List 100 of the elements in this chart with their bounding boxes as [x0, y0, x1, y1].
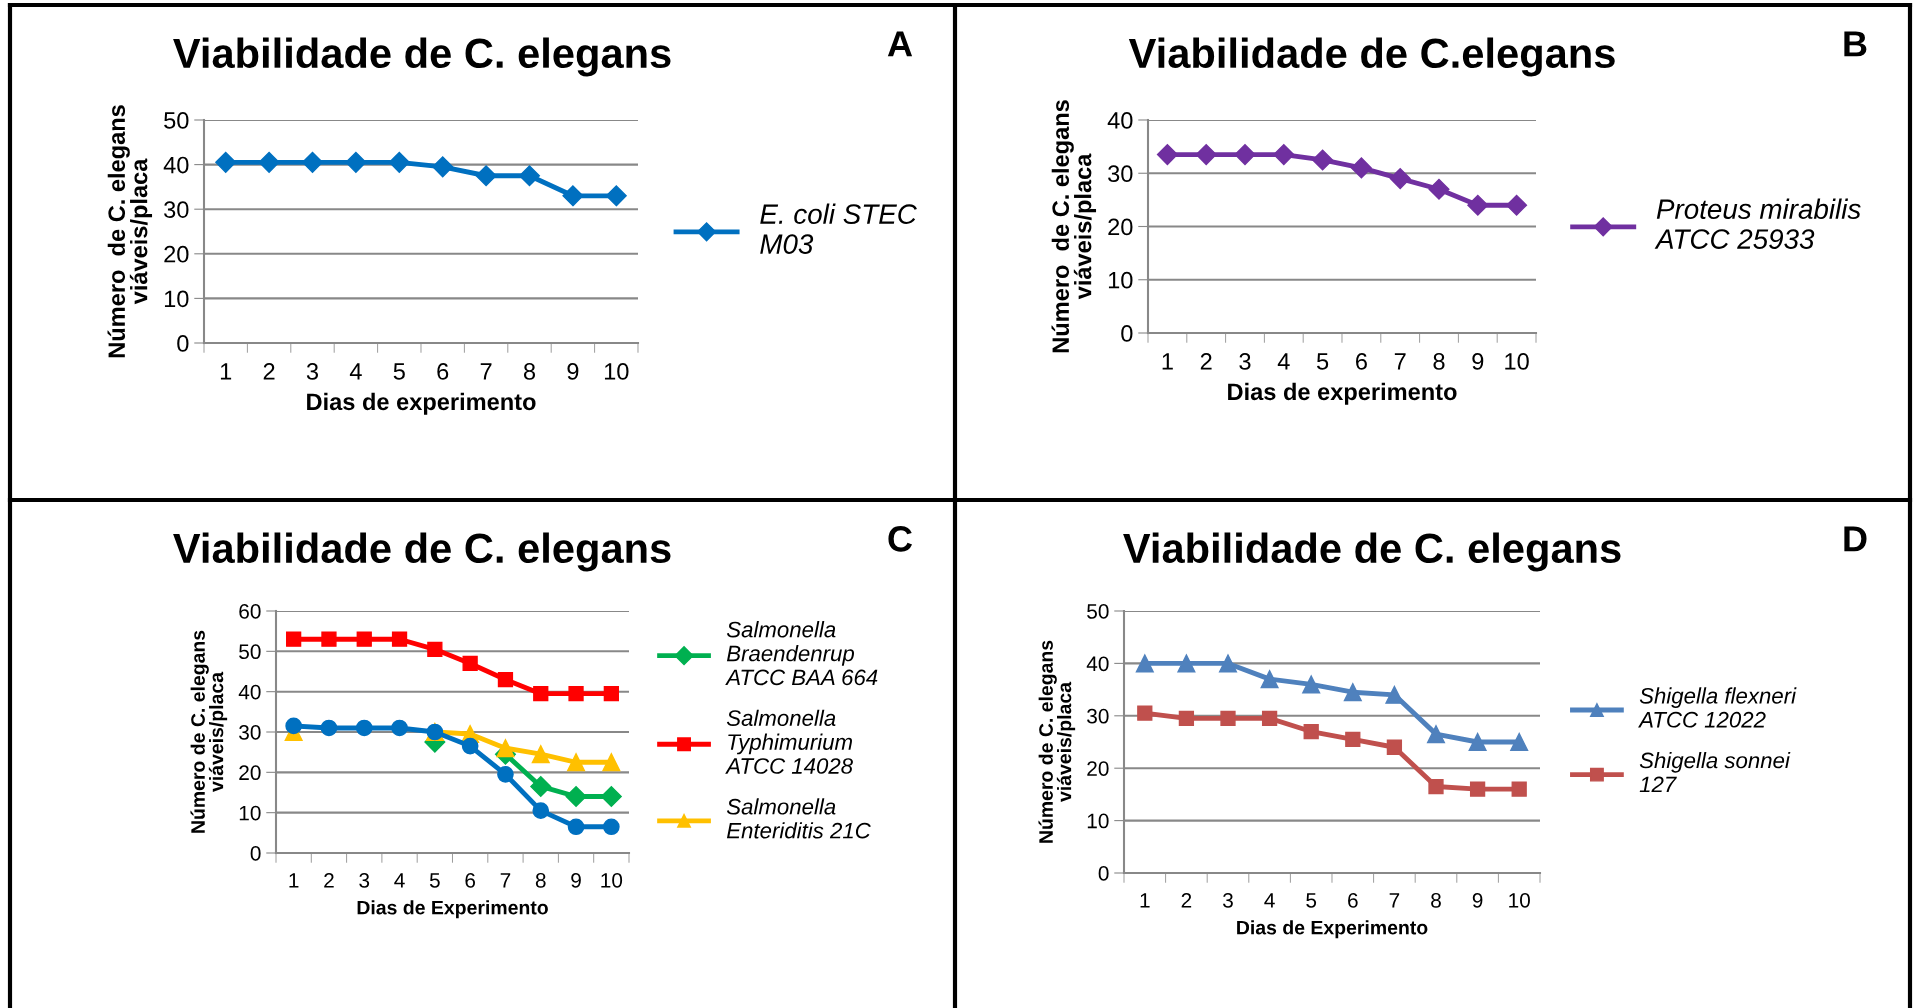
x-tick-label: 3	[359, 872, 370, 888]
legend-label: Salmonella Braendenrup ATCC BAA 664	[725, 621, 878, 686]
x-tick-label: 7	[1389, 893, 1400, 908]
point	[1302, 675, 1321, 694]
y-tick-label: 60	[239, 604, 261, 619]
point	[320, 719, 338, 737]
x-tick-label: 2	[324, 872, 334, 888]
x-tick-label: 9	[567, 363, 579, 380]
legend-label: Proteus mirabilis ATCC 25933	[1654, 198, 1861, 249]
point	[356, 631, 372, 647]
point	[1467, 194, 1489, 216]
point	[1156, 144, 1178, 166]
point	[1234, 144, 1256, 166]
x-tick-label: 8	[523, 363, 536, 380]
point	[1428, 778, 1444, 795]
y-tick-label: 10	[239, 805, 261, 821]
y-axis-title: Número de C. elegans viáveis/placa	[107, 105, 153, 358]
x-tick-label: 4	[394, 873, 405, 888]
y-tick-label: 30	[1108, 165, 1133, 183]
point	[567, 818, 585, 836]
y-tick-label: 20	[1108, 218, 1133, 236]
x-tick-label: 1	[289, 873, 299, 888]
y-tick-label: 0	[1121, 325, 1133, 342]
y-tick-label: 30	[164, 201, 189, 218]
text: A	[887, 31, 913, 57]
point	[565, 786, 587, 808]
point	[1506, 194, 1528, 216]
chart-title: Viabilidade de C. elegans	[173, 37, 671, 77]
x-tick-label: 2	[1200, 353, 1212, 370]
y-tick-label: 30	[239, 725, 261, 740]
point	[475, 165, 497, 187]
x-tick-label: 1	[1140, 893, 1150, 908]
point	[532, 802, 550, 819]
legend-label: Shigella sonnei 127	[1639, 752, 1791, 793]
point	[533, 686, 549, 702]
point	[568, 686, 584, 702]
x-tick-label: 2	[1181, 892, 1192, 908]
y-tick-label: 20	[1087, 761, 1109, 776]
point	[1345, 731, 1361, 748]
point	[461, 737, 479, 755]
point	[1426, 725, 1446, 744]
x-tick-label: 6	[465, 872, 476, 888]
point	[602, 753, 621, 772]
x-tick-label: 5	[1316, 353, 1329, 370]
point	[427, 641, 443, 657]
point	[1386, 739, 1403, 755]
point	[1511, 781, 1527, 797]
point	[285, 717, 302, 735]
y-tick-label: 10	[1087, 813, 1109, 829]
x-tick-label: 5	[1306, 893, 1317, 908]
x-tick-label: 1	[220, 363, 232, 380]
y-tick-label: 30	[1087, 708, 1109, 724]
y-tick-label: 50	[239, 644, 261, 660]
y-tick-label: 40	[163, 156, 189, 174]
y-tick-label: 50	[1087, 604, 1109, 619]
x-tick-label: 10	[1509, 892, 1530, 908]
point	[1469, 781, 1486, 797]
point	[215, 151, 237, 173]
point	[462, 655, 478, 672]
point	[286, 631, 302, 647]
point	[1428, 178, 1450, 200]
point	[1510, 732, 1529, 752]
point	[1312, 149, 1334, 171]
x-tick-label: 4	[1264, 893, 1275, 908]
x-tick-label: 9	[571, 872, 581, 888]
legend-label: Salmonella Typhimurium ATCC 14028	[725, 709, 853, 774]
x-tick-label: 7	[1394, 353, 1406, 370]
point	[345, 151, 367, 173]
x-tick-label: 5	[393, 363, 405, 380]
x-tick-label: 2	[263, 363, 275, 380]
x-tick-label: 9	[1472, 892, 1483, 908]
x-tick-label: 6	[1348, 892, 1358, 908]
legend-label: Salmonella Enteriditis 21C	[726, 798, 871, 839]
x-tick-label: 9	[1472, 353, 1484, 370]
y-axis-title: Número de C. elegans viáveis/placa	[1051, 100, 1097, 353]
point	[605, 185, 627, 207]
point	[496, 739, 515, 758]
chart-title: Viabilidade de C. elegans	[1123, 532, 1621, 572]
legend-label: E. coli STEC M03	[760, 203, 917, 254]
point	[1303, 723, 1319, 740]
text: D	[1844, 526, 1867, 552]
x-tick-label: 1	[1162, 353, 1173, 370]
chart-title: Viabilidade de C. elegans	[173, 532, 671, 572]
point	[603, 686, 619, 702]
point	[1218, 654, 1238, 673]
y-tick-label: 0	[177, 335, 189, 352]
y-tick-label: 10	[164, 290, 189, 308]
point	[1137, 705, 1153, 721]
y-tick-label: 10	[1108, 271, 1133, 289]
text: B	[1844, 31, 1867, 57]
x-tick-label: 4	[1277, 353, 1290, 370]
point	[1195, 144, 1217, 166]
x-tick-label: 3	[306, 363, 319, 380]
y-axis-title: Número de C. elegans viáveis/placa	[1038, 640, 1076, 843]
point	[1350, 157, 1372, 179]
point	[1468, 732, 1487, 752]
point	[1220, 710, 1236, 727]
x-tick-label: 6	[1356, 353, 1367, 370]
x-axis-title: Dias de experimento	[307, 392, 536, 415]
x-tick-label: 6	[437, 363, 449, 380]
